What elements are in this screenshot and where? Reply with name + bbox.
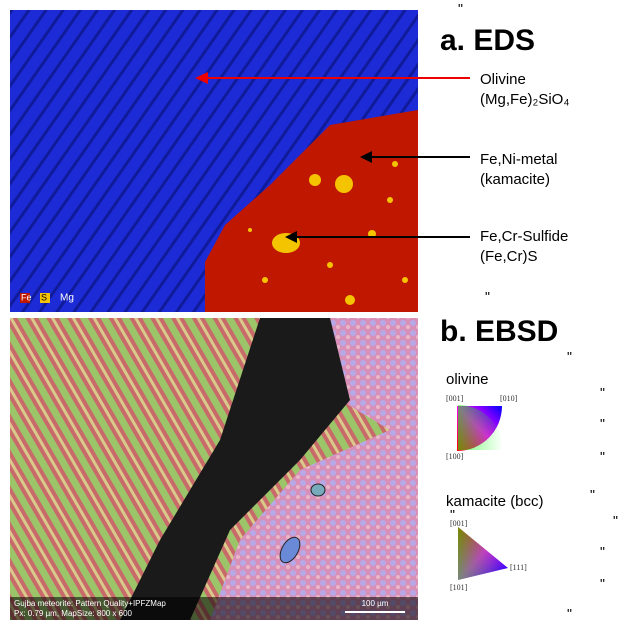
pole: [010] (500, 394, 518, 403)
label: Fe,Cr-Sulfide (480, 228, 568, 245)
label: Fe,Ni-metal (480, 151, 558, 168)
legend-mg: Mg (60, 293, 74, 304)
pole: [001] (446, 394, 464, 403)
key-label: olivine (446, 371, 489, 388)
mark: " (450, 507, 455, 523)
label: (Mg,Fe)₂SiO₄ (480, 91, 569, 108)
mark: " (485, 289, 490, 305)
mark: " (600, 544, 605, 560)
panel-title: a. EDS (440, 24, 535, 57)
label: (kamacite) (480, 171, 550, 188)
mark: " (600, 576, 605, 592)
mark: " (613, 513, 618, 529)
eds-map: Fe S Mg (10, 10, 418, 312)
scale-bar: 100 µm (362, 599, 389, 608)
legend-s: S (41, 292, 47, 302)
mark: " (600, 416, 605, 432)
mark: " (600, 385, 605, 401)
key-label: kamacite (bcc) (446, 493, 544, 510)
ebsd-map: Gujba meteorite: Pattern Quality+IPFZMap… (10, 318, 418, 620)
ipf-key (457, 405, 503, 451)
mark: " (567, 349, 572, 365)
page: Fe S Mg a. EDS Olivine (Mg,Fe)₂SiO₄ Fe,N… (0, 0, 626, 623)
caption: Px: 0.79 µm, MapSize: 800 x 600 (14, 609, 133, 618)
mark: " (567, 606, 572, 622)
mark: " (600, 449, 605, 465)
pole: [100] (446, 452, 464, 461)
label: Olivine (480, 71, 526, 88)
caption: Gujba meteorite: Pattern Quality+IPFZMap (14, 599, 166, 608)
panel-title: b. EBSD (440, 315, 558, 348)
label: (Fe,Cr)S (480, 248, 538, 265)
pole: [111] (510, 563, 527, 572)
mark: " (458, 1, 463, 17)
mark: " (590, 487, 595, 503)
figure: Fe S Mg a. EDS Olivine (Mg,Fe)₂SiO₄ Fe,N… (0, 0, 626, 623)
legend-fe: Fe (21, 292, 32, 302)
pole: [101] (450, 583, 468, 592)
